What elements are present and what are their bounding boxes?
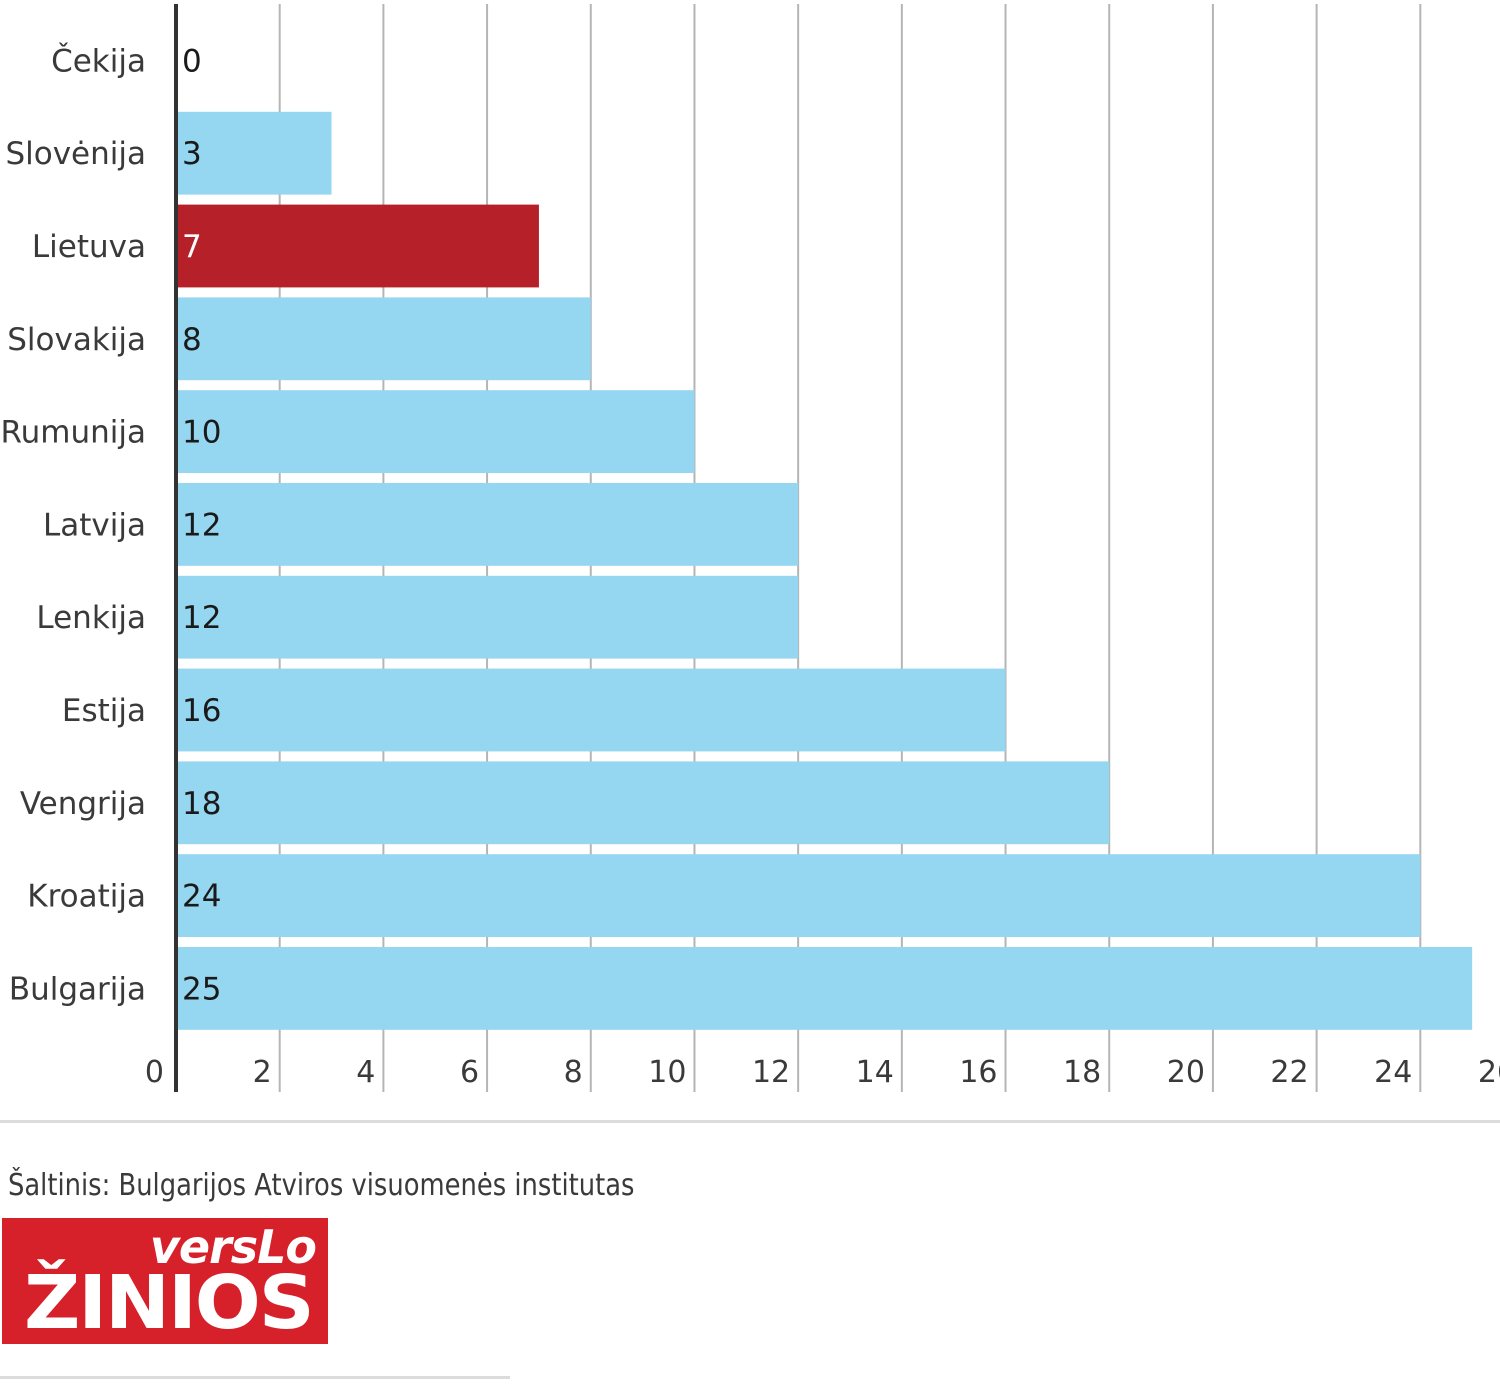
- bar-8: [176, 761, 1110, 845]
- data-label-10: 25: [182, 971, 221, 1007]
- x-tick-label-4: 4: [356, 1055, 375, 1090]
- data-label-1: 3: [182, 136, 202, 172]
- bar-1: [176, 111, 332, 195]
- source-note: Šaltinis: Bulgarijos Atviros visuomenės …: [8, 1168, 635, 1203]
- category-label-3: Slovakija: [7, 322, 146, 358]
- bar-6: [176, 575, 799, 659]
- bar-3: [176, 297, 591, 381]
- category-label-6: Lenkija: [36, 600, 146, 636]
- x-tick-label-8: 8: [564, 1055, 583, 1090]
- category-label-4: Rumunija: [0, 415, 146, 451]
- data-label-8: 18: [182, 786, 221, 822]
- x-tick-label-18: 18: [1063, 1055, 1101, 1090]
- x-tick-label-22: 22: [1270, 1055, 1308, 1090]
- bar-4: [176, 390, 695, 473]
- x-tick-label-12: 12: [752, 1055, 790, 1090]
- data-label-4: 10: [182, 415, 221, 451]
- data-label-3: 8: [182, 322, 202, 358]
- x-tick-label-10: 10: [648, 1055, 686, 1090]
- separator-line: [0, 1120, 1500, 1123]
- bar-10: [176, 947, 1473, 1030]
- x-tick-label-0: 0: [145, 1055, 164, 1090]
- category-label-2: Lietuva: [32, 229, 146, 265]
- x-tick-label-14: 14: [856, 1055, 894, 1090]
- data-label-6: 12: [182, 600, 221, 636]
- bar-2: [176, 204, 539, 288]
- logo-line-1: versLo: [149, 1220, 317, 1274]
- bottom-rule: [0, 1376, 510, 1379]
- x-tick-label-16: 16: [959, 1055, 997, 1090]
- data-label-9: 24: [182, 879, 221, 915]
- bar-5: [176, 483, 799, 566]
- category-label-1: Slovėnija: [5, 136, 146, 172]
- x-tick-label-6: 6: [460, 1055, 479, 1090]
- data-label-5: 12: [182, 507, 221, 543]
- data-label-0: 0: [182, 43, 202, 79]
- bar-chart: Čekija 0 Slovėnija 3 Lietuva 7 Slovakija 8 Rumun…: [0, 4, 1500, 1092]
- x-tick-label-26: 26: [1478, 1055, 1500, 1090]
- category-label-8: Vengrija: [20, 786, 146, 822]
- bar-9: [176, 854, 1421, 937]
- data-label-2: 7: [182, 229, 202, 265]
- category-label-10: Bulgarija: [9, 971, 146, 1007]
- category-label-7: Estija: [62, 693, 146, 729]
- x-tick-label-24: 24: [1374, 1055, 1412, 1090]
- category-label-0: Čekija: [51, 42, 146, 79]
- category-label-9: Kroatija: [27, 879, 146, 915]
- category-label-5: Latvija: [43, 507, 146, 543]
- versло-ziniOS-logo: versLo ŽINIOS: [2, 1218, 328, 1344]
- logo-line-2: ŽINIOS: [24, 1260, 315, 1346]
- x-tick-label-20: 20: [1167, 1055, 1205, 1090]
- bar-7: [176, 668, 1006, 752]
- data-label-7: 16: [182, 693, 221, 729]
- x-tick-label-2: 2: [253, 1055, 272, 1090]
